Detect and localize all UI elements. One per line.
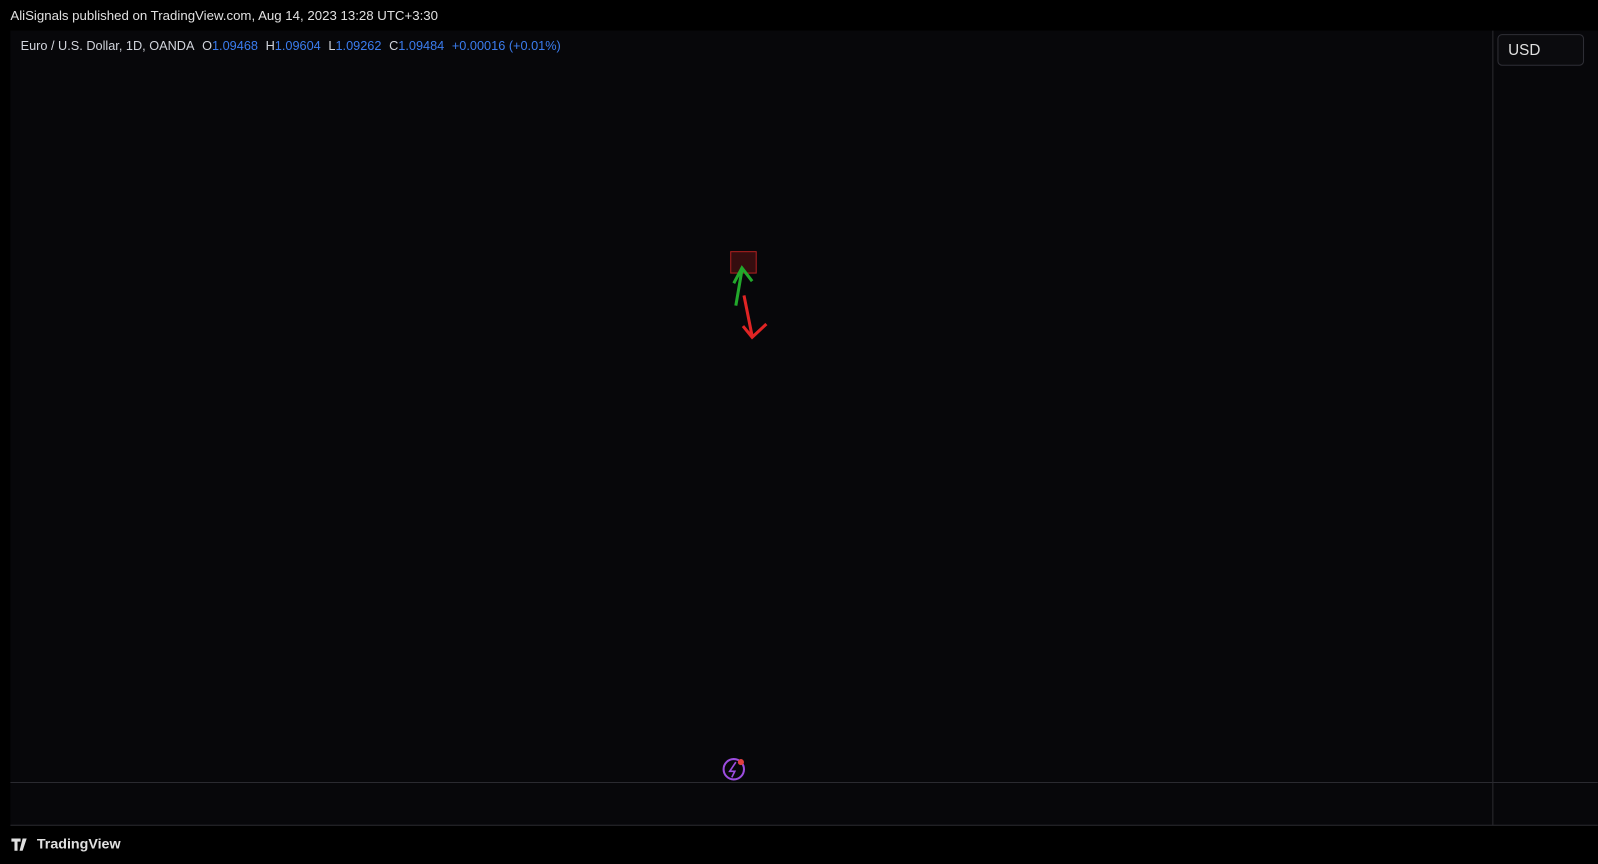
currency[interactable]: USD [1508, 42, 1540, 59]
brand: TradingView [37, 836, 122, 852]
close-value: 1.09484 [398, 38, 444, 53]
up-arrow [732, 265, 754, 306]
time-axis [10, 782, 1493, 826]
events-icon-dot [737, 759, 744, 766]
high-value: 1.09604 [275, 38, 321, 53]
zone-box [730, 251, 757, 274]
currency-button[interactable] [1497, 34, 1585, 66]
open-label: O [202, 38, 212, 53]
events-icon-bolt [728, 761, 737, 778]
down-arrow [741, 295, 768, 340]
brand-logo [11, 838, 27, 851]
open-value: 1.09468 [212, 38, 258, 53]
legend: Euro / U.S. Dollar, 1D, OANDA O1.09468 H… [21, 38, 561, 53]
price-axis [1492, 30, 1598, 826]
close-label: C [389, 38, 398, 53]
symbol-title: Euro / U.S. Dollar, 1D, OANDA [21, 38, 195, 53]
high-label: H [266, 38, 275, 53]
low-value: 1.09262 [335, 38, 381, 53]
publisher: AliSignals published on TradingView.com,… [10, 8, 438, 23]
change: +0.00016 (+0.01%) [452, 38, 561, 53]
plot-area [10, 30, 1493, 783]
low-label: L [328, 38, 335, 53]
events-icon[interactable] [722, 758, 745, 781]
